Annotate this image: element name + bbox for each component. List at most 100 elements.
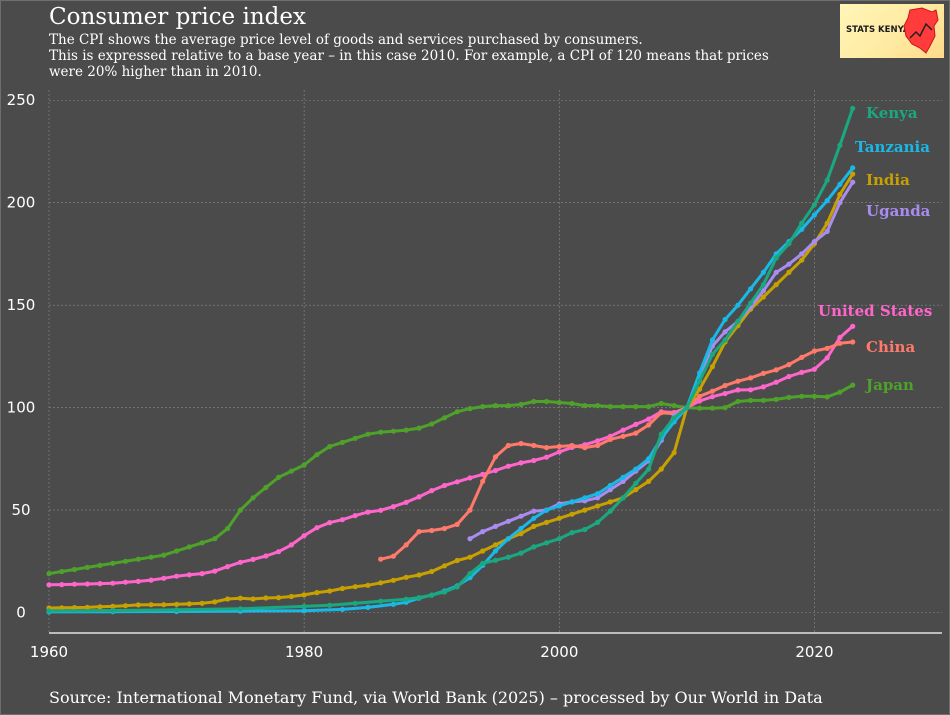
x-tick-label-1980: 1980: [285, 643, 323, 661]
point-tanzania-2015: [748, 286, 754, 292]
point-china-2001: [569, 442, 575, 449]
chart-subtitle-line-3: were 20% higher than in 2010.: [49, 64, 262, 80]
point-united-states-1978: [276, 549, 282, 555]
point-china-2002: [582, 445, 588, 451]
point-kenya-2019: [799, 220, 805, 226]
point-china-2008: [658, 410, 664, 416]
point-kenya-2018: [786, 241, 792, 247]
point-india-2004: [607, 499, 613, 505]
point-kenya-2005: [620, 495, 626, 501]
point-tanzania-1997: [518, 525, 524, 532]
point-tanzania-1995: [492, 548, 499, 554]
point-uganda-1997: [518, 513, 524, 519]
point-japan-1976: [250, 495, 256, 501]
point-uganda-2003: [595, 495, 601, 501]
point-japan-2014: [735, 398, 741, 405]
point-india-2001: [569, 511, 575, 517]
series-label-kenya: Kenya: [866, 104, 918, 122]
point-tanzania-2014: [735, 302, 741, 308]
point-united-states-2013: [722, 390, 728, 397]
point-japan-2007: [646, 404, 652, 410]
point-india-1991: [441, 563, 448, 569]
point-india-1990: [429, 568, 435, 575]
point-japan-2019: [799, 393, 805, 399]
point-japan-1982: [327, 443, 333, 450]
point-japan-2017: [773, 396, 779, 402]
point-japan-2020: [811, 393, 818, 399]
point-uganda-2023: [850, 179, 856, 185]
point-china-2011: [697, 393, 703, 399]
point-india-2011: [697, 386, 703, 392]
point-kenya-2015: [748, 300, 754, 306]
point-india-2007: [646, 478, 652, 484]
series-line-japan: [47, 383, 855, 576]
point-china-2023: [850, 339, 856, 345]
point-japan-1983: [339, 439, 345, 445]
point-united-states-1987: [390, 504, 396, 510]
point-united-states-1962: [71, 581, 78, 587]
point-united-states-1990: [429, 488, 435, 494]
point-united-states-2006: [633, 421, 639, 427]
point-india-2021: [824, 220, 830, 226]
point-india-1993: [467, 554, 473, 560]
point-india-2008: [658, 466, 664, 472]
point-india-2006: [633, 487, 639, 493]
point-united-states-1970: [174, 573, 180, 579]
point-tanzania-2007: [646, 456, 652, 462]
point-india-2023: [850, 171, 856, 177]
chart-subtitle-line-2: This is expressed relative to a base yea…: [49, 48, 769, 64]
point-united-states-2000: [556, 449, 562, 455]
point-united-states-1986: [378, 507, 384, 513]
point-india-1986: [378, 580, 384, 586]
point-china-1989: [416, 529, 422, 535]
point-kenya-1988: [403, 596, 409, 602]
point-kenya-1992: [454, 584, 460, 590]
point-india-2003: [595, 503, 601, 509]
point-japan-1964: [97, 562, 103, 569]
point-tanzania-1980: [301, 608, 307, 614]
point-uganda-1995: [492, 523, 499, 530]
series-line-kenya: [47, 106, 855, 613]
point-japan-1979: [288, 468, 294, 474]
point-united-states-1977: [263, 553, 269, 559]
series-label-india: India: [866, 171, 910, 189]
point-kenya-1960: [46, 608, 52, 614]
point-united-states-1980: [301, 533, 307, 539]
point-united-states-1967: [135, 578, 141, 585]
point-japan-2022: [837, 389, 843, 395]
point-united-states-2021: [824, 355, 830, 361]
kenya-map-icon: [903, 7, 939, 54]
series-line-tanzania: [47, 166, 855, 614]
point-india-1974: [225, 596, 231, 602]
point-united-states-1982: [327, 520, 333, 526]
point-japan-2005: [620, 404, 626, 410]
point-united-states-2019: [799, 369, 805, 375]
point-kenya-2008: [658, 431, 664, 437]
point-india-1981: [314, 590, 320, 596]
point-india-1987: [390, 577, 396, 583]
point-kenya-2004: [607, 508, 613, 514]
x-tick-label-2020: 2020: [795, 643, 833, 661]
point-united-states-1969: [161, 575, 167, 581]
point-japan-1974: [225, 525, 231, 532]
point-india-1971: [186, 601, 192, 607]
series-label-tanzania: Tanzania: [855, 138, 930, 156]
y-tick-label-250: 250: [7, 91, 36, 109]
point-japan-2018: [786, 394, 792, 400]
point-united-states-1976: [250, 556, 256, 563]
point-india-1976: [250, 596, 256, 602]
point-china-2004: [607, 436, 613, 442]
point-uganda-2013: [722, 329, 728, 335]
point-japan-2013: [722, 405, 728, 411]
point-japan-1981: [314, 452, 320, 458]
point-united-states-1992: [454, 479, 460, 485]
point-kenya-1994: [480, 560, 486, 566]
point-uganda-1998: [531, 508, 537, 514]
point-united-states-2003: [595, 438, 601, 444]
series-line-united-states: [47, 324, 855, 587]
point-tanzania-2006: [633, 466, 639, 472]
axes: 0 50 100 150 200 250 1960 1980 2000 2020: [7, 91, 942, 661]
point-united-states-2012: [709, 394, 716, 400]
point-kenya-2003: [595, 519, 601, 526]
point-tanzania-2023: [850, 165, 856, 171]
